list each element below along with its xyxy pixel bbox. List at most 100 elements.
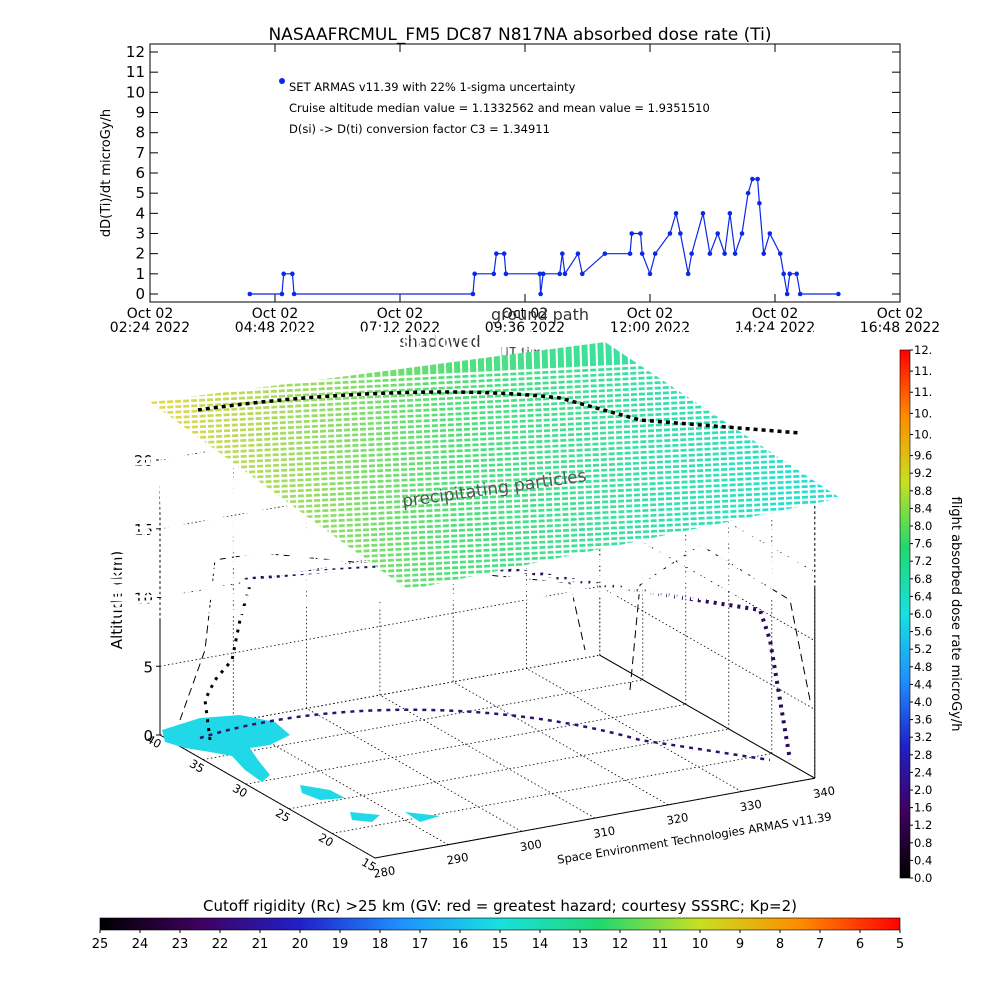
colorbar-tick-label: 6.0: [914, 607, 932, 621]
colorbar-tick-label: 6.8: [914, 572, 932, 586]
colorbar-tick-label: 4.4: [914, 677, 932, 691]
particle-gap: [371, 329, 381, 601]
x-tick-label: 320: [665, 810, 689, 828]
data-point: [290, 271, 295, 277]
particle-gap: [643, 329, 653, 601]
particle-gap: [259, 329, 269, 601]
particle-gap: [595, 329, 605, 601]
data-point: [739, 231, 745, 236]
particle-gap: [523, 329, 533, 601]
particle-gap: [683, 329, 693, 601]
particle-gap: [99, 520, 901, 563]
data-point: [470, 291, 476, 297]
particle-gap: [579, 329, 589, 601]
y-tick-label: 10: [126, 83, 145, 101]
particle-gap: [563, 329, 573, 601]
particle-gap: [179, 329, 189, 601]
particle-gap: [267, 329, 277, 601]
colorbar-tick-label: 0.8: [914, 836, 932, 850]
z-grid-line: [599, 586, 815, 710]
annotation: D(si) -> D(ti) conversion factor C3 = 1.…: [289, 122, 550, 136]
particle-gap: [195, 329, 205, 601]
data-point: [700, 211, 706, 216]
y-tick-label: 1: [135, 265, 145, 283]
colorbar-tick-label: 6: [856, 937, 864, 952]
data-point: [575, 251, 581, 256]
colorbar-tick-label: 5: [896, 937, 904, 952]
particle-gap: [723, 329, 733, 601]
particle-gap: [419, 329, 429, 601]
data-point: [836, 291, 841, 297]
particle-gap: [251, 329, 261, 601]
x-grid-line: [379, 694, 596, 819]
particle-gap: [555, 329, 565, 601]
particle-gap: [771, 329, 781, 601]
data-point: [715, 231, 721, 236]
particle-gap: [155, 329, 165, 601]
particle-gap: [707, 329, 717, 601]
particle-gap: [611, 329, 621, 601]
colorbar-tick-label: 7.6: [914, 537, 932, 551]
particle-gap: [827, 329, 837, 601]
data-point: [279, 291, 285, 297]
particle-gap: [587, 329, 597, 601]
colorbar-tick-label: 2.0: [914, 783, 932, 797]
particle-gap: [387, 329, 397, 601]
y-tick-label: 11: [126, 63, 145, 81]
axis-edge: [599, 654, 816, 779]
colorbar-tick-label: 7.2: [914, 554, 932, 568]
colorbar-tick-label: 2.4: [914, 765, 932, 779]
y-tick-label: 40: [144, 732, 164, 751]
particle-gap: [443, 329, 453, 601]
colorbar-tick-label: 23: [172, 937, 189, 952]
data-point: [647, 271, 653, 277]
particle-gap: [355, 329, 365, 601]
particle-gap: [291, 329, 301, 601]
colorbar-tick-label: 4.8: [914, 660, 932, 674]
data-point: [491, 271, 497, 277]
particle-gap: [691, 329, 701, 601]
colorbar-tick-label: 10: [692, 937, 709, 952]
particle-gap: [331, 329, 341, 601]
x-tick-label: 290: [446, 850, 470, 868]
y-tick-label: 8: [135, 124, 145, 142]
ground-path: [199, 708, 771, 762]
data-point: [537, 271, 543, 277]
particle-gap: [363, 329, 373, 601]
legend-marker: [279, 78, 285, 84]
particle-gap: [99, 361, 901, 404]
data-point: [727, 211, 733, 216]
flight-path: [197, 390, 801, 435]
particle-gap: [715, 329, 725, 601]
colorbar-tick-label: 12: [612, 937, 629, 952]
y-tick-label: 25: [273, 806, 293, 825]
z-tick-label: 5: [143, 658, 153, 676]
data-point: [755, 176, 760, 182]
data-point: [689, 251, 694, 256]
x-grid-line: [526, 668, 742, 792]
colorbar-tick-label: 8.8: [914, 484, 932, 498]
data-point: [472, 271, 477, 277]
y-tick-label: 7: [135, 144, 145, 162]
data-point: [707, 251, 713, 256]
particle-gap: [811, 329, 821, 601]
colorbar-tick-label: 3.6: [914, 713, 932, 727]
particle-gap: [547, 329, 557, 601]
y-tick-label: 2: [135, 245, 145, 263]
particle-gap: [99, 536, 901, 579]
colorbar-tick-label: 2.8: [914, 748, 932, 762]
data-point: [579, 271, 585, 277]
particle-gap: [483, 329, 493, 601]
ground-region: [300, 785, 440, 822]
y-tick-label: 15: [359, 855, 379, 874]
x-tick-label: Oct 02 16:48 2022: [860, 306, 940, 336]
colorbar-tick-label: 10.: [914, 427, 932, 441]
data-point: [673, 211, 679, 216]
particle-gap: [467, 329, 477, 601]
ground-region: [162, 715, 290, 782]
x-tick-label: Oct 02 09:36 2022: [485, 306, 565, 336]
particle-gap: [499, 329, 509, 601]
particle-gap: [163, 329, 173, 601]
colorbar-tick-label: 18: [372, 937, 389, 952]
